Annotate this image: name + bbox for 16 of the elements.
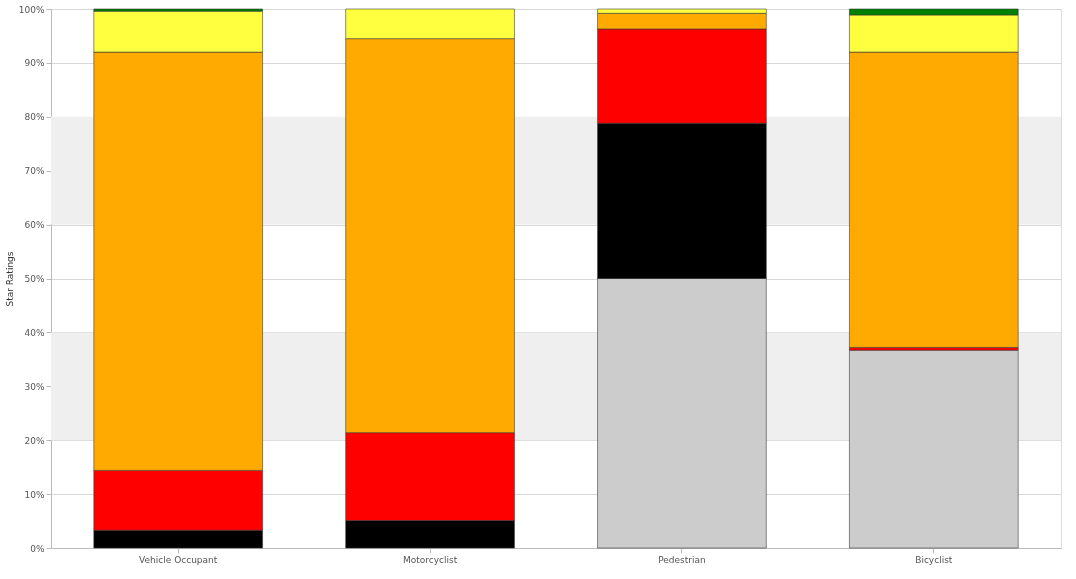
y-tick-label: 90% — [24, 58, 45, 69]
y-tick-label: 30% — [24, 381, 45, 392]
y-axis-title: Star Ratings — [4, 251, 15, 307]
x-tick-label: Pedestrian — [658, 554, 706, 565]
y-tick-label: 50% — [24, 274, 45, 284]
y-tick-label: 80% — [24, 112, 45, 123]
y-tick-label: 70% — [24, 166, 45, 177]
x-tick-label: Motorcyclist — [402, 554, 458, 565]
y-tick-label: 20% — [24, 435, 45, 446]
y-tick-label: 100% — [18, 4, 45, 15]
x-tick-label: Bicyclist — [915, 554, 953, 565]
y-tick-label: 10% — [24, 489, 45, 500]
y-tick-label: 0% — [30, 543, 45, 554]
x-tick-label: Vehicle Occupant — [139, 554, 218, 565]
y-tick-label: 60% — [24, 220, 45, 231]
y-tick-label: 40% — [24, 327, 45, 338]
